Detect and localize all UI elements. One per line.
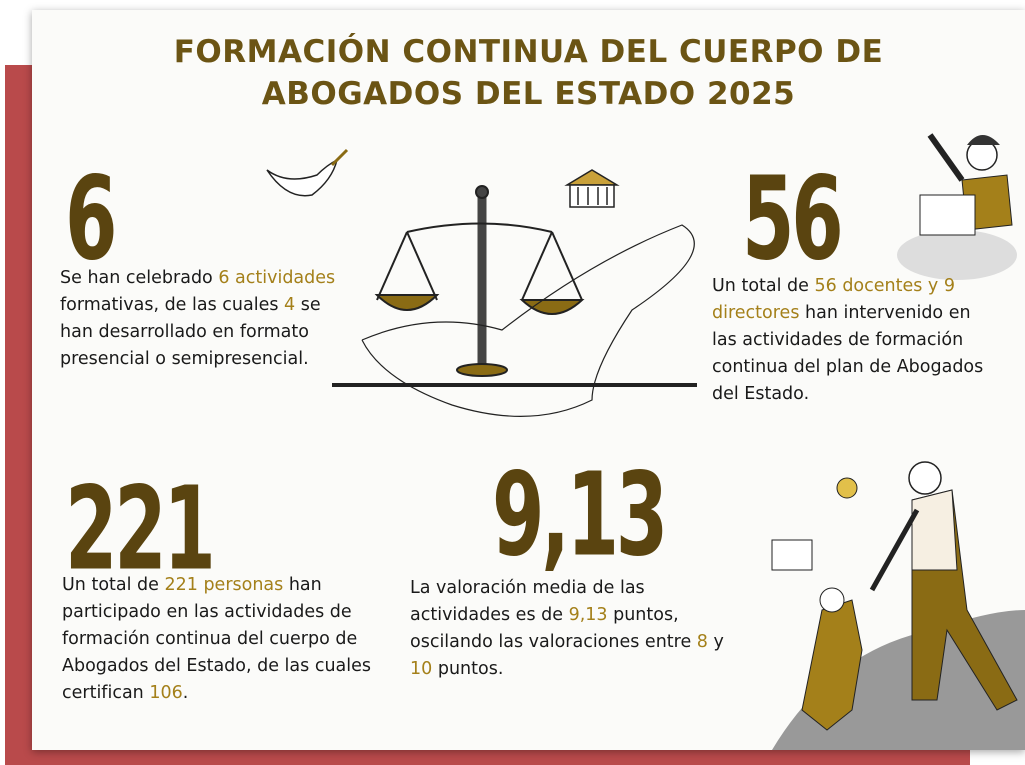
title-line: FORMACIÓN CONTINUA DEL CUERPO DE	[32, 34, 1025, 70]
olive-branch	[332, 150, 347, 165]
page: FORMACIÓN CONTINUA DEL CUERPO DE ABOGADO…	[0, 0, 1025, 765]
person-laptop-illustration	[897, 135, 1017, 280]
highlight-text: 106	[149, 683, 182, 703]
title-line: ABOGADOS DEL ESTADO 2025	[32, 76, 1025, 112]
courthouse-icon	[567, 170, 617, 207]
highlight-text: 10	[410, 659, 432, 679]
dove-icon	[267, 160, 337, 196]
stat-number: 6	[65, 162, 114, 277]
stat-number: 9,13	[492, 458, 665, 573]
body-text: .	[183, 683, 189, 703]
highlight-text: 8	[697, 632, 708, 652]
infographic-card: FORMACIÓN CONTINUA DEL CUERPO DE ABOGADO…	[32, 10, 1025, 750]
body-text: puntos.	[432, 659, 503, 679]
highlight-text: 6 actividades	[218, 268, 335, 288]
body-text: Un total de	[62, 575, 164, 595]
body-text: Un total de	[712, 276, 814, 296]
body-text: y	[708, 632, 724, 652]
stat-text: Un total de 221 personas han participado…	[62, 572, 372, 707]
stat-text: Un total de 56 docentes y 9 directores h…	[712, 273, 987, 408]
highlight-text: 221 personas	[164, 575, 283, 595]
stat-number: 56	[742, 162, 840, 277]
body-text: formativas, de las cuales	[60, 295, 284, 315]
scale-illustration	[332, 186, 697, 416]
stat-text: La valoración media de las actividades e…	[410, 575, 735, 683]
climbing-illustration	[772, 462, 1025, 750]
highlight-text: 4	[284, 295, 295, 315]
stat-number: 221	[65, 472, 213, 587]
highlight-text: 9,13	[569, 605, 608, 625]
body-text: Se han celebrado	[60, 268, 218, 288]
stat-text: Se han celebrado 6 actividades formativa…	[60, 265, 340, 373]
